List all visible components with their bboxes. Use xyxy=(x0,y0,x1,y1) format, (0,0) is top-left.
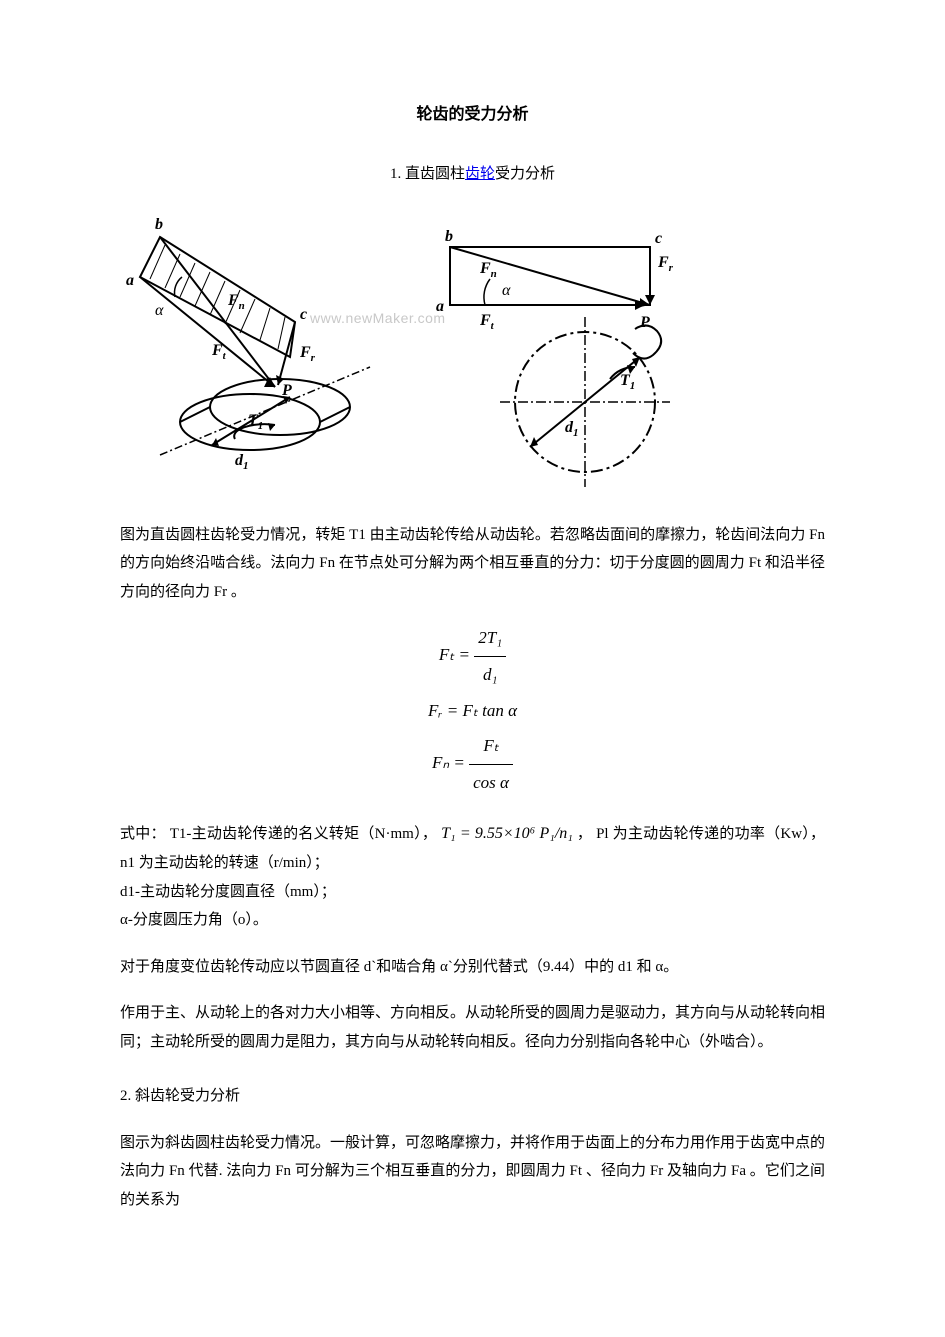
para2-d: α-分度圆压力角（o）。 xyxy=(120,912,268,928)
formula-ft: Fₜ = 2T₁d₁ xyxy=(120,620,825,692)
gear-link[interactable]: 齿轮 xyxy=(465,166,495,182)
label-ft-right: Ft xyxy=(479,312,495,332)
label-alpha-left: α xyxy=(155,302,164,319)
gear-force-figure: b a c α Fn Ft Fr P T1 d1 xyxy=(120,207,825,497)
gear-right-diagram: b a c α Fn Ft Fr P T1 d1 xyxy=(430,207,710,497)
para2-a: 式中： T1-主动齿轮传递的名义转矩（N·mm）， xyxy=(120,826,437,842)
paragraph-4: 作用于主、从动轮上的各对力大小相等、方向相反。从动轮所受的圆周力是驱动力，其方向… xyxy=(120,999,825,1056)
label-b-left: b xyxy=(155,216,163,233)
formula-fr: Fᵣ = Fₜ tan α xyxy=(120,693,825,729)
para2-c: d1-主动齿轮分度圆直径（mm）； xyxy=(120,884,336,900)
paragraph-1: 图为直齿圆柱齿轮受力情况，转矩 T1 由主动齿轮传给从动齿轮。若忽略齿面间的摩擦… xyxy=(120,521,825,607)
paragraph-5: 图示为斜齿圆柱齿轮受力情况。一般计算，可忽略摩擦力，并将作用于齿面上的分布力用作… xyxy=(120,1129,825,1215)
label-fn-right: Fn xyxy=(479,260,497,280)
section-1-heading: 1. 直齿圆柱齿轮受力分析 xyxy=(120,160,825,189)
formula-fn: Fₙ = Fₜcos α xyxy=(120,728,825,800)
label-p-right: P xyxy=(639,314,650,331)
label-alpha-right: α xyxy=(502,282,511,299)
watermark-text: www.newMaker.com xyxy=(310,305,446,332)
section-1-prefix: 直齿圆柱 xyxy=(405,166,465,182)
label-t1-right: T1 xyxy=(620,372,635,392)
gear-left-diagram: b a c α Fn Ft Fr P T1 d1 xyxy=(120,207,380,497)
section-1-suffix: 受力分析 xyxy=(495,166,555,182)
label-d1-left: d1 xyxy=(235,452,249,472)
label-fr-left: Fr xyxy=(299,344,316,364)
label-fr-right: Fr xyxy=(657,254,674,274)
inline-equation-t1: T₁ = 9.55×10⁶ P₁/n₁ xyxy=(441,825,573,842)
label-d1-right: d1 xyxy=(565,419,579,439)
page-title: 轮齿的受力分析 xyxy=(120,100,825,130)
paragraph-2: 式中： T1-主动齿轮传递的名义转矩（N·mm）， T₁ = 9.55×10⁶ … xyxy=(120,819,825,935)
section-2-heading: 2. 斜齿轮受力分析 xyxy=(120,1082,825,1111)
section-1-number: 1. xyxy=(390,166,401,182)
label-p-left: P xyxy=(281,382,292,399)
label-b-right: b xyxy=(445,228,453,245)
formula-block: Fₜ = 2T₁d₁ Fᵣ = Fₜ tan α Fₙ = Fₜcos α xyxy=(120,620,825,800)
label-c-right: c xyxy=(655,230,662,247)
paragraph-3: 对于角度变位齿轮传动应以节圆直径 d`和啮合角 α`分别代替式（9.44）中的 … xyxy=(120,953,825,982)
label-c-left: c xyxy=(300,306,307,323)
label-a-left: a xyxy=(126,272,134,289)
